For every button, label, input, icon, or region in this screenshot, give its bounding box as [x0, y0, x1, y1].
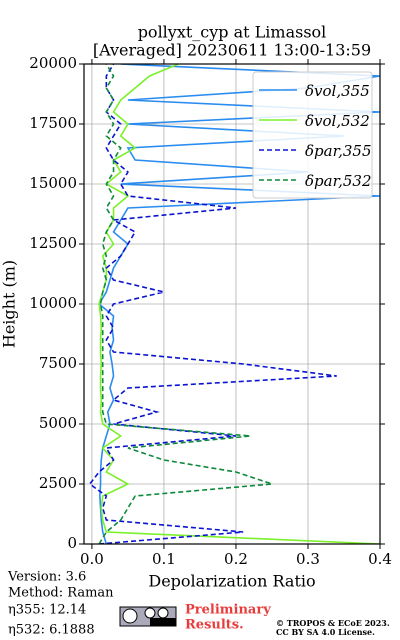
profile-line — [98, 64, 380, 544]
x-tick-label: 0.1 — [152, 550, 176, 568]
chart-subtitle: [Averaged] 20230611 13:00-13:59 — [93, 41, 371, 60]
y-tick-label: 12500 — [29, 234, 77, 252]
chart-title: pollyxt_cyp at Limassol — [138, 23, 327, 42]
version: Version: 3.6 — [7, 570, 86, 585]
preliminary: Preliminary — [185, 603, 271, 618]
y-tick-label: 20000 — [29, 54, 77, 72]
legend-label: δpar,532 — [305, 172, 372, 190]
profile-line — [88, 64, 337, 544]
y-tick-label: 10000 — [29, 294, 77, 312]
y-tick-label: 0 — [67, 534, 77, 552]
legend-label: δvol,532 — [305, 112, 370, 130]
y-tick-label: 2500 — [39, 474, 77, 492]
x-tick-label: 0.2 — [224, 550, 248, 568]
method: Method: Raman — [8, 586, 114, 601]
x-axis-label: Depolarization Ratio — [148, 572, 315, 591]
x-tick-label: 0.3 — [296, 550, 320, 568]
legend-label: δpar,355 — [305, 142, 372, 160]
legend-box — [252, 71, 373, 199]
y-tick-label: 7500 — [39, 354, 77, 372]
y-tick-label: 15000 — [29, 174, 77, 192]
legend-label: δvol,355 — [305, 82, 370, 100]
copyright: © TROPOS & ECoE 2023. — [276, 618, 390, 628]
y-tick-label: 17500 — [29, 114, 77, 132]
profile-line — [98, 64, 273, 544]
license: CC BY SA 4.0 License. — [276, 627, 375, 637]
cc-logo — [119, 606, 177, 627]
x-tick-label: 0.0 — [80, 550, 104, 568]
y-axis-label: Height (m) — [0, 260, 19, 348]
eta355: η355: 12.14 — [8, 603, 86, 618]
plot-area — [88, 64, 380, 544]
plot-frame — [83, 63, 381, 545]
x-tick-label: 0.4 — [368, 550, 392, 568]
eta532: η532: 6.1888 — [8, 623, 95, 638]
y-tick-label: 5000 — [39, 414, 77, 432]
preliminary: Results. — [185, 618, 244, 633]
